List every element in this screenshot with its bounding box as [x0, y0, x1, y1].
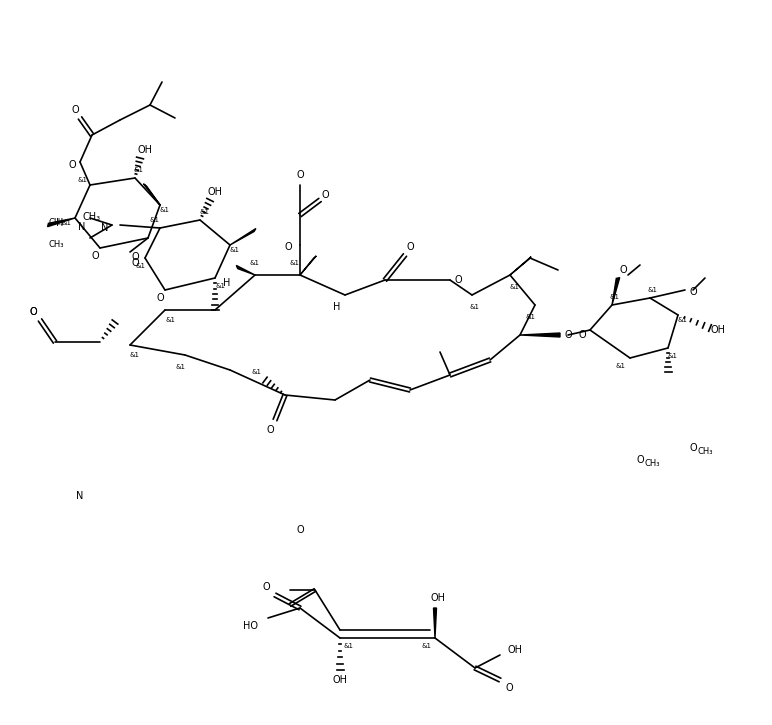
Text: O: O [296, 170, 304, 180]
Polygon shape [230, 228, 256, 245]
Text: &1: &1 [165, 317, 175, 323]
Text: &1: &1 [290, 260, 300, 266]
Text: &1: &1 [647, 287, 657, 293]
Text: H: H [56, 218, 63, 228]
Text: &1: &1 [422, 643, 432, 649]
Text: O: O [505, 683, 513, 693]
Text: &1: &1 [200, 209, 210, 215]
Text: O: O [156, 293, 164, 303]
Text: &1: &1 [343, 643, 353, 649]
Text: O: O [689, 443, 697, 453]
Text: &1: &1 [525, 314, 535, 320]
Text: O: O [131, 258, 139, 268]
Text: N: N [101, 223, 109, 233]
Polygon shape [434, 608, 436, 638]
Polygon shape [520, 333, 560, 337]
Text: CH₃: CH₃ [83, 212, 101, 222]
Text: OH: OH [137, 145, 153, 155]
Text: O: O [29, 307, 37, 317]
Text: O: O [71, 105, 79, 115]
Text: &1: &1 [615, 363, 625, 369]
Polygon shape [510, 257, 531, 275]
Text: O: O [406, 242, 414, 252]
Text: &1: &1 [175, 364, 185, 370]
Text: &1: &1 [609, 294, 619, 300]
Text: OH: OH [431, 593, 445, 603]
Text: &1: &1 [668, 353, 678, 359]
Text: &1: &1 [252, 369, 262, 375]
Text: &1: &1 [250, 260, 260, 266]
Text: CH₃: CH₃ [48, 239, 64, 249]
Text: OH: OH [208, 187, 222, 197]
Text: OH: OH [508, 645, 523, 655]
Text: O: O [564, 330, 572, 340]
Text: &1: &1 [133, 167, 143, 173]
Text: O: O [578, 330, 586, 340]
Text: CH₃: CH₃ [48, 218, 64, 226]
Text: &1: &1 [160, 207, 170, 213]
Text: O: O [91, 251, 99, 261]
Text: O: O [262, 582, 270, 592]
Polygon shape [300, 256, 317, 275]
Text: OH: OH [710, 325, 726, 335]
Text: O: O [454, 275, 462, 285]
Text: N: N [78, 222, 86, 232]
Text: &1: &1 [678, 317, 688, 323]
Text: &1: &1 [62, 220, 72, 226]
Text: CH₃: CH₃ [645, 458, 660, 468]
Polygon shape [236, 265, 255, 275]
Text: &1: &1 [215, 283, 225, 289]
Text: O: O [68, 160, 76, 170]
Text: O: O [619, 265, 627, 275]
Polygon shape [48, 218, 75, 227]
Text: &1: &1 [130, 352, 140, 358]
Text: O: O [284, 242, 292, 252]
Text: O: O [29, 307, 37, 317]
Text: &1: &1 [150, 217, 160, 223]
Text: H: H [223, 278, 231, 288]
Text: N: N [76, 491, 83, 501]
Text: &1: &1 [469, 304, 479, 310]
Text: O: O [296, 525, 304, 535]
Text: O: O [321, 190, 329, 200]
Text: &1: &1 [510, 284, 520, 290]
Polygon shape [144, 184, 160, 205]
Text: O: O [636, 455, 644, 465]
Text: HO: HO [243, 621, 258, 631]
Text: CH₃: CH₃ [697, 447, 713, 455]
Text: H: H [334, 302, 340, 312]
Text: OH: OH [333, 675, 347, 685]
Text: O: O [131, 252, 139, 262]
Text: &1: &1 [135, 263, 145, 269]
Polygon shape [612, 278, 620, 305]
Text: &1: &1 [230, 247, 240, 253]
Text: O: O [689, 287, 697, 297]
Text: O: O [266, 425, 274, 435]
Text: &1: &1 [77, 177, 87, 183]
